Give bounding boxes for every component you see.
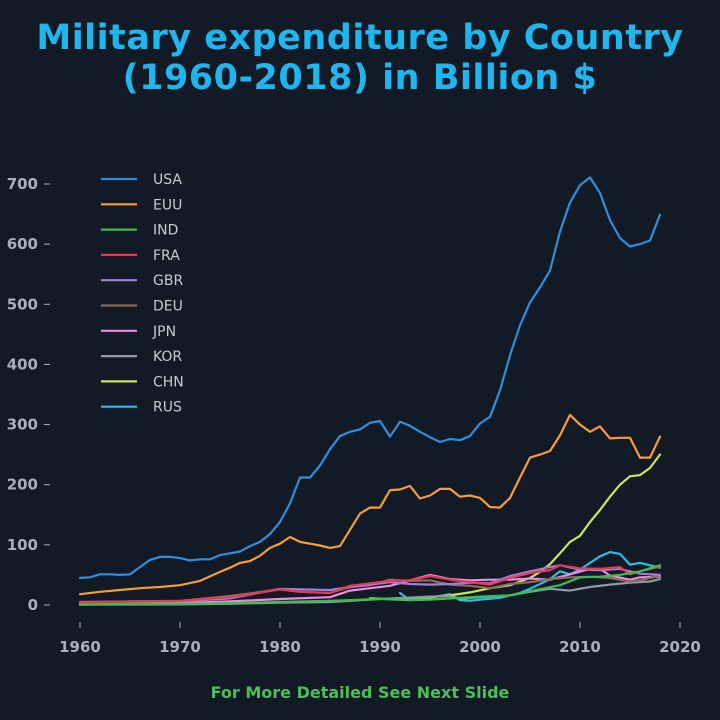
y-tick-label-700: 700 [7, 175, 38, 193]
series-line-ind [78, 564, 662, 606]
legend-label-kor: KOR [153, 349, 182, 365]
y-tick-label-200: 200 [7, 476, 38, 494]
y-tick-label-0: 0 [28, 596, 38, 614]
y-tick-label-300: 300 [7, 416, 38, 434]
chart-title: Military expenditure by Country (1960-20… [0, 18, 720, 98]
y-tick-label-500: 500 [7, 295, 38, 313]
legend-label-ind: IND [153, 223, 178, 239]
y-tick-label-100: 100 [7, 536, 38, 554]
series-line-euu [78, 413, 662, 596]
legend: USA EUU IND FRA GBR DEU JPN KOR CHN RUS [101, 172, 184, 416]
legend-label-usa: USA [153, 172, 182, 188]
axes: 0 100 200 300 400 500 600 700 1960 1970 1980 1990 20… [7, 175, 701, 656]
title-line-2: (1960-2018) in Billion $ [122, 58, 598, 98]
legend-label-chn: CHN [153, 374, 184, 390]
y-tick-label-600: 600 [7, 235, 38, 253]
legend-label-fra: FRA [153, 248, 180, 264]
legend-label-rus: RUS [153, 400, 182, 416]
y-tick-label-400: 400 [7, 355, 38, 373]
x-tick-label-2020: 2020 [659, 638, 701, 656]
x-tick-label-1990: 1990 [359, 638, 401, 656]
legend-label-jpn: JPN [152, 324, 176, 340]
footer-note: For More Detailed See Next Slide [210, 683, 510, 702]
x-tick-label-1980: 1980 [259, 638, 301, 656]
series-line-usa [78, 176, 662, 579]
legend-label-gbr: GBR [153, 273, 183, 289]
x-tick-label-1970: 1970 [159, 638, 201, 656]
legend-label-deu: DEU [153, 299, 183, 315]
title-line-1: Military expenditure by Country [36, 18, 684, 58]
x-tick-label-2010: 2010 [559, 638, 601, 656]
x-tick-label-2000: 2000 [459, 638, 501, 656]
series-line-fra [78, 564, 662, 604]
legend-label-euu: EUU [153, 197, 182, 213]
x-tick-label-1960: 1960 [59, 638, 101, 656]
series-lines [78, 176, 662, 606]
